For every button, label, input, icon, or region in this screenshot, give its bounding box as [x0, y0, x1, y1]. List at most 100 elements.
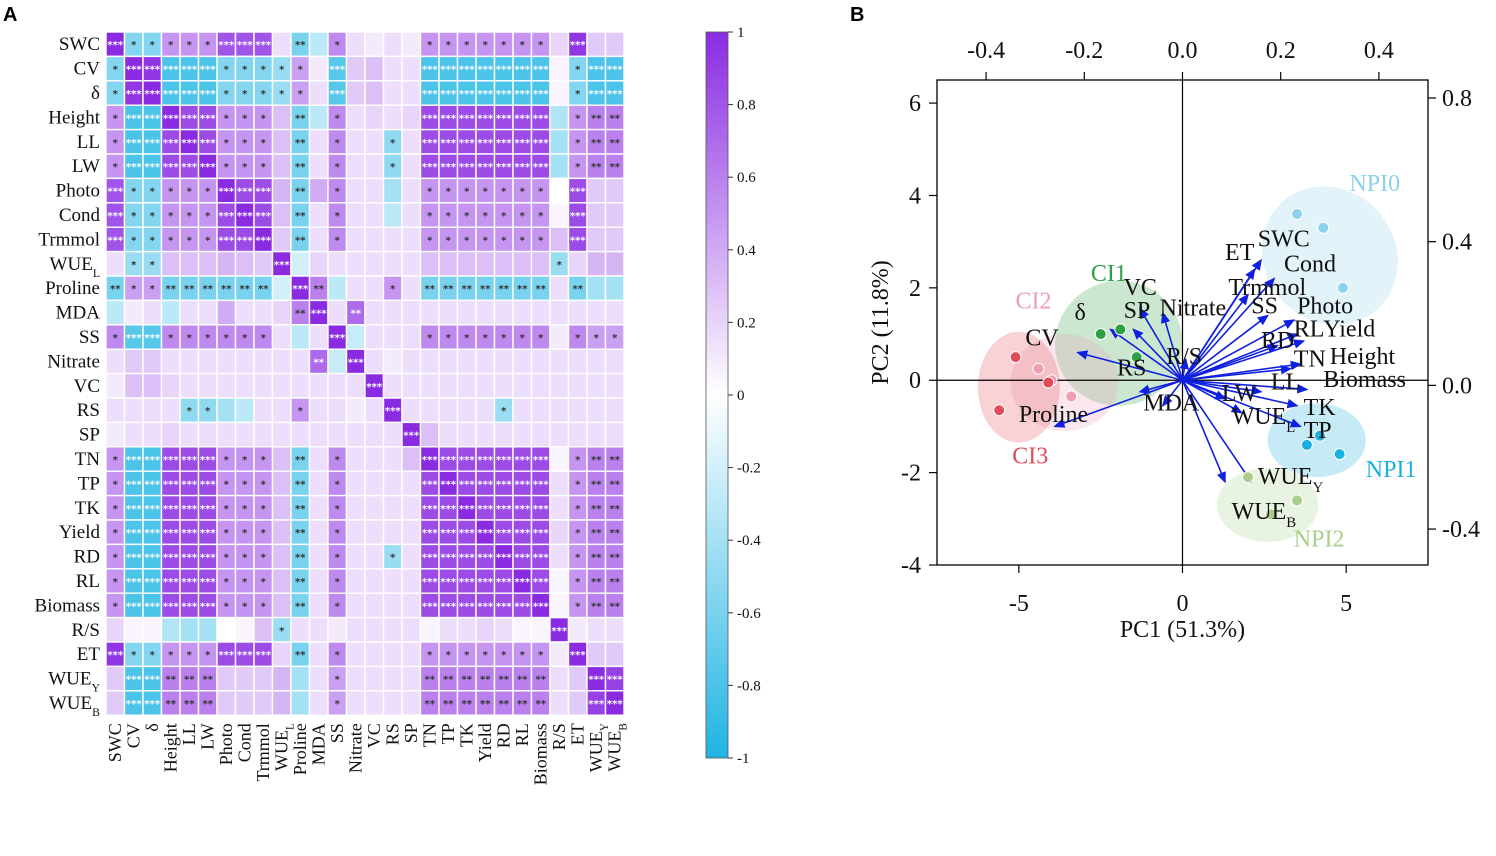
- significance-mark: ***: [385, 406, 401, 417]
- significance-mark: *: [113, 553, 119, 564]
- significance-mark: **: [443, 675, 454, 686]
- heatmap-cell: [234, 299, 255, 326]
- sample-point: [1065, 390, 1078, 403]
- significance-mark: ***: [459, 553, 475, 564]
- significance-mark: ***: [348, 357, 364, 368]
- loading-label: Biomass: [1323, 367, 1406, 393]
- significance-mark: ***: [126, 601, 142, 612]
- heatmap-cell: [401, 80, 422, 106]
- heatmap-cell: [216, 250, 237, 277]
- significance-mark: *: [205, 187, 211, 198]
- row-label: ET: [77, 644, 101, 665]
- column-label: R/S: [549, 723, 569, 750]
- heatmap-cell: [604, 250, 625, 277]
- significance-mark: **: [110, 284, 121, 295]
- heatmap-cell: [382, 299, 403, 326]
- significance-mark: ***: [459, 479, 475, 490]
- significance-mark: *: [427, 40, 433, 51]
- x-tick-label: 5: [1340, 591, 1352, 617]
- right-tick-label: 0.8: [1442, 86, 1472, 112]
- heatmap-cell: [382, 592, 403, 619]
- heatmap-cell: [419, 348, 440, 375]
- significance-mark: ***: [107, 40, 123, 51]
- correlation-heatmap: *** * * * * * *** *** *** ** * * * * * * * * **** *** *** ***…: [35, 31, 630, 785]
- significance-mark: *: [335, 650, 341, 661]
- heatmap-cell: [401, 104, 422, 131]
- heatmap-cell: [271, 397, 292, 424]
- heatmap-cell: [105, 665, 126, 692]
- column-label: SS: [327, 723, 347, 743]
- colorbar: 1 0.8 0.6 0.4 0.2 0 -0.2 -0.4 -0.6 -0.8 -1: [705, 25, 761, 767]
- significance-mark: *: [168, 40, 174, 51]
- column-label: Yield: [475, 723, 495, 762]
- significance-mark: **: [610, 138, 621, 149]
- heatmap-cell: [382, 494, 403, 521]
- significance-mark: ***: [107, 187, 123, 198]
- heatmap-cell: [123, 616, 144, 643]
- heatmap-cell: [586, 421, 607, 448]
- significance-mark: *: [131, 284, 137, 295]
- heatmap-cell: [382, 202, 403, 228]
- significance-mark: ***: [126, 504, 142, 515]
- significance-mark: ***: [144, 601, 160, 612]
- loading-label: Photo: [1297, 293, 1353, 319]
- significance-mark: ***: [126, 162, 142, 173]
- loading-label: RS: [1117, 356, 1146, 382]
- heatmap-cell: [438, 372, 459, 399]
- heatmap-cell: [345, 592, 366, 619]
- loading-label: δ: [1074, 300, 1085, 326]
- heatmap-cell: [549, 470, 570, 497]
- significance-mark: ***: [514, 553, 530, 564]
- sample-point: [1313, 429, 1326, 442]
- group-label: CI1: [1091, 261, 1127, 287]
- heatmap-cell: [364, 177, 385, 204]
- heatmap-cell: [327, 616, 348, 643]
- heatmap-cell: [290, 324, 311, 350]
- heatmap-cell: [308, 226, 329, 253]
- x-tick-label: -5: [1009, 591, 1029, 617]
- significance-mark: *: [520, 650, 526, 661]
- row-label: RD: [74, 547, 100, 568]
- heatmap-cell: [234, 616, 255, 643]
- loading-arrow: [1161, 379, 1184, 407]
- significance-mark: *: [427, 333, 433, 344]
- row-label: TN: [75, 449, 101, 470]
- row-label: WUEB: [49, 693, 100, 719]
- significance-mark: **: [480, 699, 491, 710]
- significance-mark: ***: [200, 479, 216, 490]
- loading-label: WUEL: [1232, 404, 1296, 436]
- heatmap-cell: [604, 372, 625, 399]
- heatmap-cell: [253, 397, 274, 424]
- heatmap-cell: [475, 348, 496, 375]
- significance-mark: **: [166, 284, 177, 295]
- column-label: Cond: [235, 723, 255, 762]
- significance-mark: *: [261, 455, 267, 466]
- significance-mark: **: [425, 284, 436, 295]
- heatmap-cell: [382, 324, 403, 350]
- significance-mark: *: [187, 40, 193, 51]
- significance-mark: **: [295, 650, 306, 661]
- column-label: WUEL: [272, 723, 297, 771]
- loading-label: TK: [1304, 395, 1337, 421]
- significance-mark: ***: [607, 89, 623, 100]
- heatmap-cell: [419, 421, 440, 448]
- heatmap-cell: [604, 177, 625, 204]
- significance-mark: ***: [514, 504, 530, 515]
- significance-mark: *: [501, 40, 507, 51]
- significance-mark: *: [335, 504, 341, 515]
- loading-label: Height: [1330, 344, 1396, 370]
- row-label: MDA: [56, 303, 101, 324]
- significance-mark: ***: [477, 601, 493, 612]
- heatmap-cell: [364, 324, 385, 350]
- loading-label: WUEY: [1258, 464, 1324, 496]
- significance-mark: *: [242, 455, 248, 466]
- heatmap-cell: [604, 275, 625, 302]
- heatmap-cell: [567, 397, 588, 424]
- significance-mark: *: [279, 65, 285, 76]
- heatmap-cell: [271, 226, 292, 253]
- heatmap-cell: [345, 31, 366, 58]
- sample-point: [1291, 207, 1304, 220]
- heatmap-cell: [549, 543, 570, 570]
- significance-mark: ***: [274, 260, 290, 271]
- significance-mark: ***: [533, 504, 549, 515]
